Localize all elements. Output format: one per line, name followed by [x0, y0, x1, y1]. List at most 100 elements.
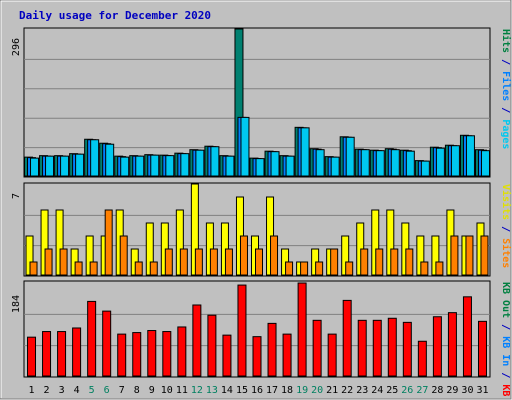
bar-pages-9: [150, 154, 160, 177]
bar-sites-28: [435, 261, 444, 276]
bar-pages-22: [345, 136, 355, 177]
bar-kb-f-23: [357, 319, 367, 377]
x-tick-3: 3: [59, 385, 65, 396]
x-tick-6: 6: [104, 385, 110, 396]
bar-kb-f-22: [342, 299, 352, 377]
legend-part: KB Out: [500, 282, 511, 318]
bar-kb-f-3: [57, 331, 67, 377]
x-tick-22: 22: [341, 385, 353, 396]
bar-sites-25: [390, 248, 399, 276]
bar-sites-26: [405, 248, 414, 276]
bar-kb-f-17: [267, 322, 277, 377]
bar-pages-25: [390, 149, 400, 177]
x-tick-23: 23: [356, 385, 368, 396]
bar-kb-f-1: [27, 336, 37, 377]
legend-part: /: [500, 366, 511, 384]
bar-pages-26: [405, 150, 415, 177]
x-tick-19: 19: [296, 385, 308, 396]
legend-part: /: [500, 318, 511, 336]
x-tick-11: 11: [176, 385, 188, 396]
legend-part: /: [500, 101, 511, 119]
bar-sites-21: [330, 248, 339, 276]
legend-part: Visits: [500, 184, 512, 220]
bar-pages-21: [330, 156, 340, 177]
x-tick-labels: 1 2 3 4 5 6 7 8 9 10 11 12 13 14 15 16 17 18 19 20 21 22 23 24 2…: [29, 385, 489, 396]
bar-pages-5: [90, 139, 100, 177]
bar-pages-31: [480, 150, 490, 177]
bar-kb-f-4: [72, 327, 82, 377]
bar-pages-18: [285, 155, 295, 177]
bar-pages-20: [315, 149, 325, 177]
x-tick-26: 26: [401, 385, 413, 396]
x-tick-8: 8: [134, 385, 140, 396]
bar-kb-f-24: [372, 319, 382, 377]
legend-part: Sites: [500, 238, 512, 268]
bar-pages-10: [165, 155, 175, 177]
bar-kb-f-2: [42, 331, 52, 377]
panel-visits: 7 Visits / Sites: [11, 182, 512, 277]
bar-sites-23: [360, 248, 369, 276]
bar-sites-14: [224, 248, 233, 276]
legend-part: Files: [500, 71, 512, 101]
x-tick-7: 7: [119, 385, 125, 396]
bar-pages-14: [225, 155, 235, 177]
bar-sites-15: [239, 235, 248, 276]
bar-pages-24: [375, 150, 385, 177]
x-tick-25: 25: [386, 385, 398, 396]
bar-pages-27: [420, 160, 430, 177]
x-tick-31: 31: [476, 385, 488, 396]
x-tick-5: 5: [89, 385, 95, 396]
bar-kb-f-30: [462, 296, 472, 377]
x-tick-29: 29: [446, 385, 458, 396]
x-tick-18: 18: [281, 385, 293, 396]
bar-kb-f-5: [87, 300, 97, 377]
bar-pages-12: [195, 149, 205, 177]
bar-kb-f-11: [177, 326, 187, 377]
bar-pages-16: [255, 158, 265, 177]
bar-kb-f-25: [387, 317, 397, 377]
bar-kb-f-6: [102, 310, 112, 377]
x-tick-16: 16: [251, 385, 263, 396]
bar-kb-f-13: [207, 314, 217, 377]
legend-part: KB F: [500, 384, 511, 400]
bar-pages-13: [210, 146, 220, 177]
bar-kb-f-16: [252, 336, 262, 377]
x-tick-9: 9: [149, 385, 155, 396]
x-tick-4: 4: [74, 385, 80, 396]
bar-sites-19: [300, 261, 309, 276]
bar-sites-12: [194, 248, 203, 276]
bar-kb-f-31: [477, 320, 487, 377]
chart-title: Daily usage for December 2020: [19, 9, 211, 22]
bar-sites-6: [104, 209, 113, 276]
bar-sites-29: [450, 235, 459, 276]
x-tick-17: 17: [266, 385, 278, 396]
bar-kb-f-21: [327, 333, 337, 377]
bar-pages-30: [465, 135, 475, 177]
x-tick-30: 30: [461, 385, 473, 396]
bar-pages-6: [105, 143, 115, 177]
bar-kb-f-14: [222, 334, 232, 377]
x-tick-27: 27: [416, 385, 428, 396]
x-tick-15: 15: [236, 385, 248, 396]
legend-hits: Hits / Files / Pages: [500, 29, 512, 149]
bar-pages-4: [75, 153, 85, 177]
bar-sites-24: [375, 248, 384, 276]
bar-pages-8: [135, 155, 145, 177]
bar-sites-2: [44, 248, 53, 276]
panel-kbytes: 18 4 KB Out / KB In / KB F: [11, 280, 511, 400]
panel-hits: 296 Hits / Files / Pages: [11, 27, 512, 178]
bar-pages-19: [300, 127, 310, 177]
bar-sites-20: [315, 261, 324, 276]
legend-kbytes: KB Out / KB In / KB F: [500, 282, 511, 400]
bar-sites-31: [480, 235, 489, 276]
bar-sites-9: [149, 261, 158, 276]
bar-sites-3: [59, 248, 68, 276]
bar-pages-28: [435, 147, 445, 177]
bar-kb-f-26: [402, 321, 412, 377]
bar-kb-f-7: [117, 333, 127, 377]
legend-part: Pages: [500, 119, 511, 149]
bar-sites-11: [179, 248, 188, 276]
